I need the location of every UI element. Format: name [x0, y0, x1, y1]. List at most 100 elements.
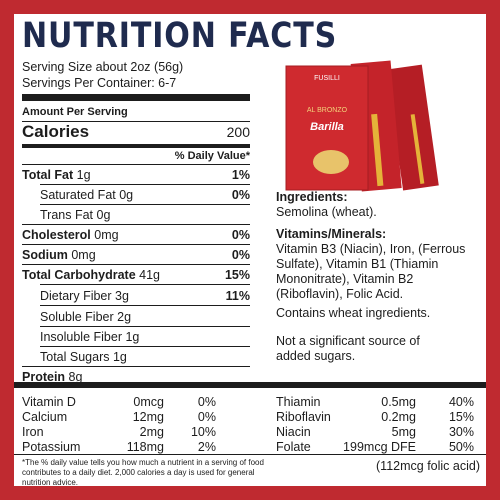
folic-note: (112mcg folic acid) — [376, 459, 480, 473]
nutrient-label: Cholesterol 0mg — [22, 228, 119, 242]
nutrient-label: Protein 8g — [22, 370, 82, 384]
row-rule — [40, 284, 250, 285]
micro-name: Thiamin — [276, 395, 321, 409]
nutrient-amount: 0g — [119, 188, 134, 202]
nutrient-row: Total Fat 1g 1% — [22, 165, 250, 185]
micro-name: Potassium — [22, 440, 81, 454]
row-rule — [40, 204, 250, 205]
row-rule — [40, 305, 250, 306]
nutrient-dv: 15% — [224, 268, 250, 282]
nutrient-name: Insoluble Fiber — [40, 330, 122, 344]
micro-amount: 0.2mg — [381, 410, 416, 424]
micro-dv: 30% — [448, 425, 474, 439]
nutrient-row: Sodium 0mg 0% — [22, 245, 250, 265]
nutrient-dv: 0% — [231, 188, 250, 202]
nutrient-name: Soluble Fiber — [40, 310, 114, 324]
nutrient-row: Protein 8g — [22, 367, 250, 387]
micro-amount: 2mg — [139, 425, 164, 439]
nutrient-dv: 1% — [231, 168, 250, 182]
nutrient-name: Total Carbohydrate — [22, 268, 136, 282]
title: NUTRITION FACTS — [22, 16, 338, 56]
product-image: FUSILLI AL BRONZO Barilla — [285, 60, 439, 192]
micro-dv: 0% — [197, 410, 216, 424]
nutrient-label: Total Carbohydrate 41g — [22, 268, 160, 282]
nutrient-label: Trans Fat 0g — [40, 208, 110, 222]
nutrient-name: Protein — [22, 370, 66, 384]
micro-name: Vitamin D — [22, 395, 76, 409]
row-rule — [40, 326, 250, 327]
nutrient-name: Trans Fat — [40, 208, 94, 222]
footnote: *The % daily value tells you how much a … — [22, 458, 264, 487]
rule — [22, 121, 250, 122]
micro-dv: 40% — [448, 395, 474, 409]
thick-rule — [14, 382, 486, 388]
rule — [22, 164, 250, 165]
contains: Contains wheat ingredients. — [276, 306, 431, 320]
nutrient-dv: 0% — [231, 248, 250, 262]
nutrient-row: Trans Fat 0g — [22, 205, 250, 225]
nutrient-label: Soluble Fiber 2g — [40, 310, 131, 324]
micro-amount: 0.5mg — [381, 395, 416, 409]
vitamins-heading: Vitamins/Minerals: — [276, 227, 387, 241]
micro-dv: 2% — [197, 440, 216, 454]
nutrient-amount: 1g — [125, 330, 140, 344]
micro-dv: 10% — [190, 425, 216, 439]
row-rule — [40, 346, 250, 347]
nutrient-label: Dietary Fiber 3g — [40, 289, 129, 303]
micro-name: Calcium — [22, 410, 68, 424]
sugar-note: Not a significant source of added sugars… — [276, 334, 420, 363]
row-rule — [22, 244, 250, 245]
nutrient-label: Saturated Fat 0g — [40, 188, 133, 202]
micro-name: Folate — [276, 440, 311, 454]
nutrient-row: Saturated Fat 0g 0% — [40, 185, 250, 205]
nutrient-label: Total Sugars 1g — [40, 350, 127, 364]
nutrient-name: Total Fat — [22, 168, 74, 182]
serving-size: Serving Size about 2oz (56g) — [22, 60, 184, 74]
row-rule — [40, 184, 250, 185]
calories-value: 200 — [226, 124, 250, 140]
row-rule — [22, 366, 250, 367]
thick-rule — [22, 144, 250, 148]
nutrient-dv: 0% — [231, 228, 250, 242]
nutrient-label: Total Fat 1g — [22, 168, 91, 182]
nutrient-name: Sodium — [22, 248, 68, 262]
nutrient-amount: 0g — [96, 208, 111, 222]
nutrient-label: Insoluble Fiber 1g — [40, 330, 139, 344]
nutrient-dv: 11% — [225, 289, 250, 303]
micro-amount: 12mg — [132, 410, 164, 424]
label-panel: NUTRITION FACTS Serving Size about 2oz (… — [14, 14, 486, 487]
nutrient-amount: 41g — [139, 268, 161, 282]
nutrient-name: Saturated Fat — [40, 188, 116, 202]
nutrient-row: Soluble Fiber 2g — [40, 307, 250, 327]
nutrient-amount: 0mg — [71, 248, 96, 262]
daily-value-header: % Daily Value* — [174, 150, 250, 162]
row-rule — [22, 224, 250, 225]
servings-per-container: Servings Per Container: 6-7 — [22, 76, 177, 90]
nutrient-row: Cholesterol 0mg 0% — [22, 225, 250, 245]
nutrient-row: Total Sugars 1g — [22, 347, 250, 367]
nutrient-amount: 3g — [115, 289, 129, 303]
micro-dv: 15% — [448, 410, 474, 424]
vitamins-text: Vitamin B3 (Niacin), Iron, (Ferrous Sulf… — [276, 242, 466, 301]
rule — [14, 454, 486, 455]
micro-dv: 0% — [197, 395, 216, 409]
ingredients-heading: Ingredients: — [276, 190, 348, 204]
thick-rule — [22, 94, 250, 101]
micro-amount: 118mg — [126, 440, 164, 454]
micro-name: Niacin — [276, 425, 311, 439]
box-label: AL BRONZO — [307, 107, 348, 114]
nutrient-name: Total Sugars — [40, 350, 110, 364]
nutrient-amount: 1g — [76, 168, 91, 182]
row-rule — [22, 264, 250, 265]
calories-label: Calories — [22, 122, 90, 141]
micro-name: Iron — [22, 425, 44, 439]
nutrient-amount: 2g — [117, 310, 132, 324]
micro-dv: 50% — [448, 440, 474, 454]
nutrient-amount: 0mg — [94, 228, 119, 242]
ingredients: Semolina (wheat). — [276, 205, 377, 219]
amount-per-serving: Amount Per Serving — [22, 106, 128, 118]
nutrient-row: Insoluble Fiber 1g — [40, 327, 250, 347]
nutrient-name: Dietary Fiber — [40, 289, 112, 303]
box-label: FUSILLI — [314, 75, 340, 82]
